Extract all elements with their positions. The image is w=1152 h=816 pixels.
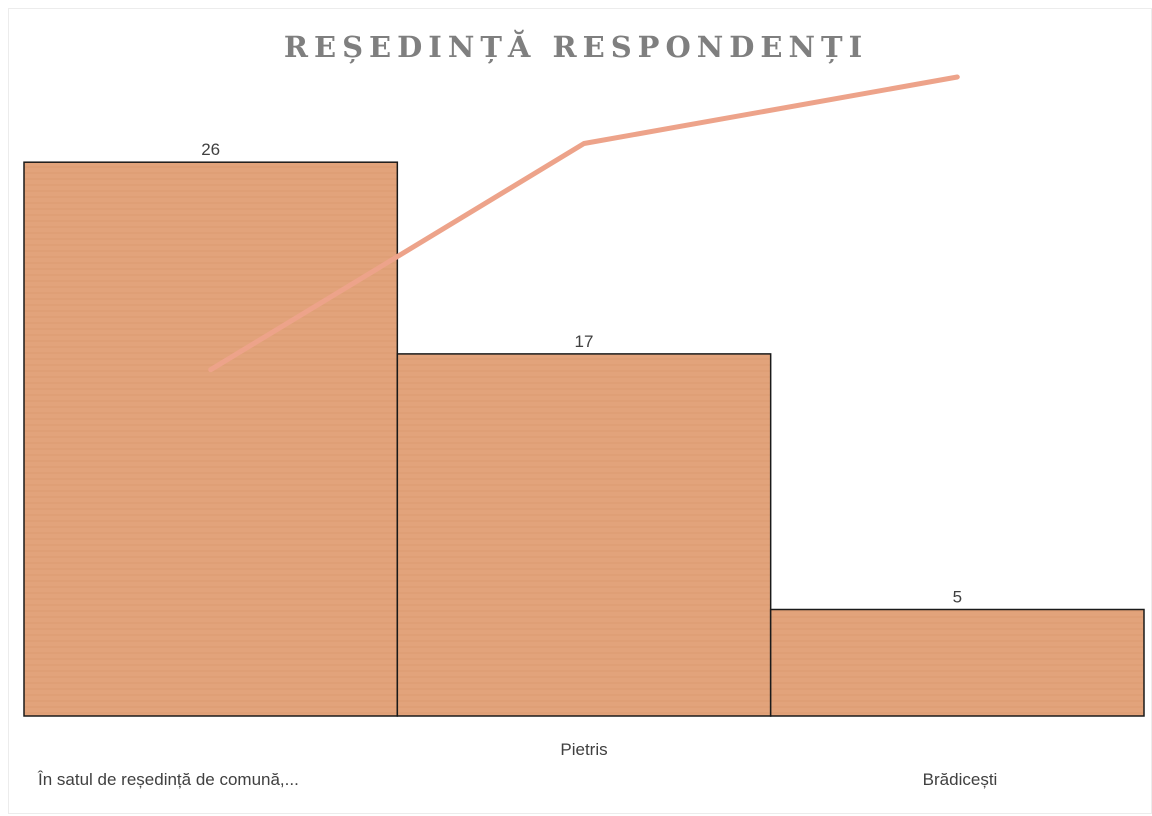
bar-2	[396, 353, 772, 717]
category-label-3: Brădicești	[923, 770, 998, 789]
cumulative-percent-line	[208, 74, 960, 373]
value-label-2: 17	[575, 332, 594, 351]
chart-title: REȘEDINȚĂ RESPONDENȚI	[283, 30, 869, 64]
value-label-1: 26	[201, 140, 220, 159]
bar-1	[23, 161, 399, 717]
category-label-2: Pietris	[560, 740, 607, 759]
bar-3	[769, 608, 1145, 717]
category-label-1: În satul de reședință de comună,...	[37, 770, 299, 789]
value-label-3: 5	[953, 588, 962, 607]
